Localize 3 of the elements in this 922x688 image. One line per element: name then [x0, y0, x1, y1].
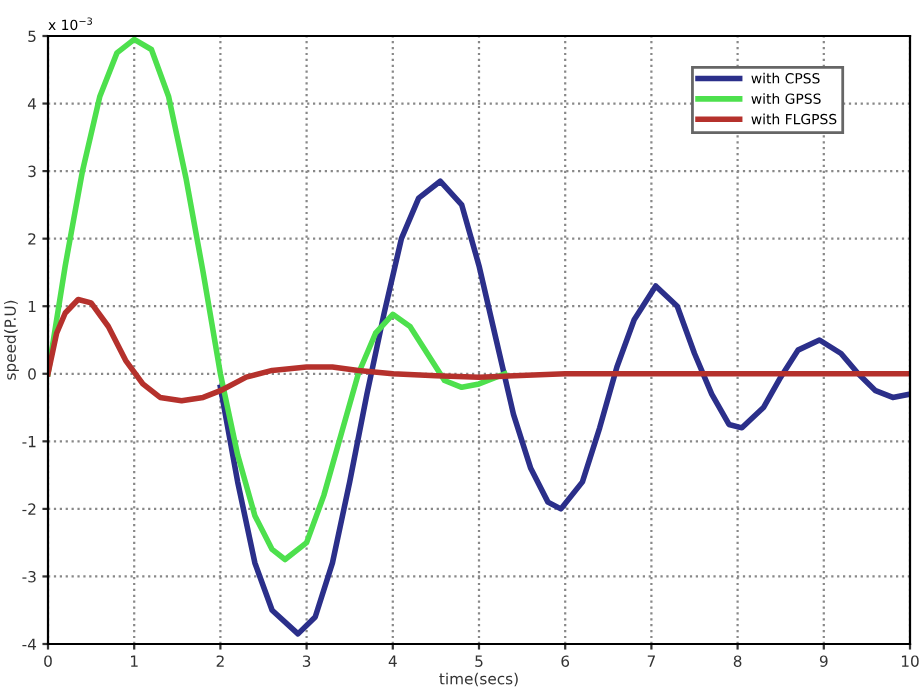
line-series — [48, 36, 508, 563]
line-series — [48, 296, 910, 404]
line-series — [217, 178, 910, 637]
